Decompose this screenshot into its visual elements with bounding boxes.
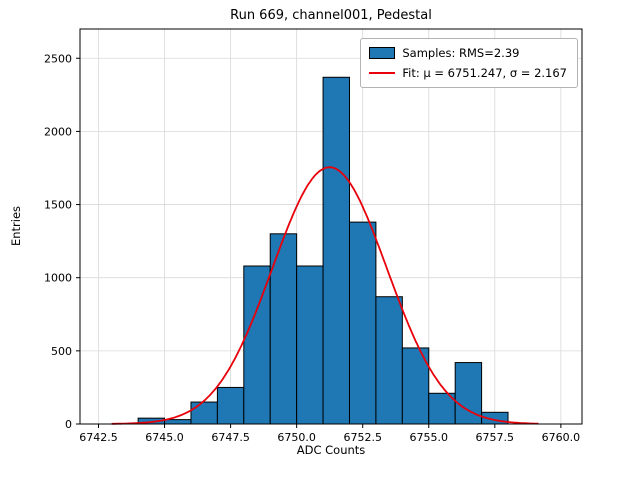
x-tick-label: 6745.0: [145, 431, 184, 444]
samples-legend-label: Samples: RMS=2.39: [402, 46, 520, 60]
histogram-bar: [190, 401, 218, 425]
histogram-bar: [322, 76, 350, 425]
y-tick-label: 500: [51, 345, 72, 358]
histogram-bar: [164, 419, 192, 425]
y-tick-label: 2000: [44, 125, 72, 138]
y-tick-label: 2500: [44, 52, 72, 65]
x-axis-label: ADC Counts: [296, 443, 366, 457]
legend-row-fit: Fit: μ = 6751.247, σ = 2.167: [369, 66, 567, 80]
histogram-bar: [296, 265, 324, 425]
x-tick-label: 6752.5: [343, 431, 382, 444]
legend: Samples: RMS=2.39 Fit: μ = 6751.247, σ =…: [360, 38, 578, 88]
histogram-bar: [243, 265, 271, 425]
histogram-bar: [428, 392, 456, 425]
fit-legend-label: Fit: μ = 6751.247, σ = 2.167: [402, 66, 567, 80]
y-tick-label: 0: [65, 418, 72, 431]
histogram-bar: [348, 221, 377, 425]
samples-swatch-icon: [369, 47, 396, 59]
histogram-bar: [375, 296, 403, 425]
axes-frame: [79, 28, 583, 425]
x-tick-label: 6747.5: [211, 431, 250, 444]
histogram-bar: [454, 362, 483, 425]
x-tick-label: 6760.0: [542, 431, 581, 444]
y-tick-label: 1500: [44, 199, 72, 212]
x-tick-label: 6757.5: [476, 431, 515, 444]
x-tick-label: 6755.0: [410, 431, 449, 444]
x-tick-label: 6750.0: [277, 431, 316, 444]
fit-line-swatch-icon: [369, 72, 396, 74]
y-axis-label: Entries: [9, 205, 23, 247]
x-tick-label: 6742.5: [79, 431, 118, 444]
y-tick-label: 1000: [44, 272, 72, 285]
fit-curve: [111, 166, 539, 425]
histogram-bar: [216, 386, 245, 425]
chart-title: Run 669, channel001, Pedestal: [230, 8, 432, 23]
histogram-bar: [269, 233, 298, 425]
legend-row-samples: Samples: RMS=2.39: [369, 46, 567, 60]
